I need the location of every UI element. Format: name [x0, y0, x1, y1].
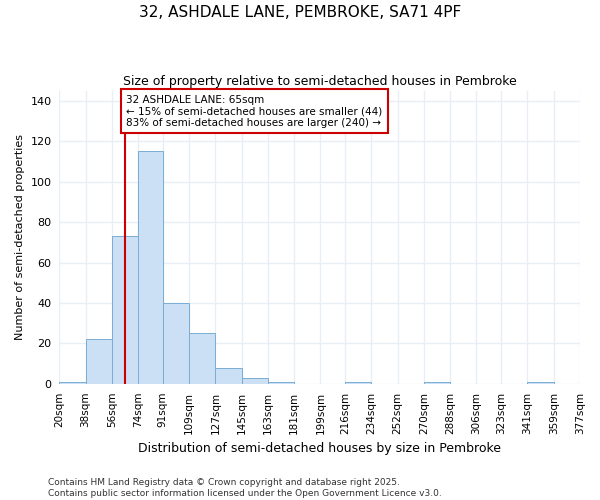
Text: 32 ASHDALE LANE: 65sqm
← 15% of semi-detached houses are smaller (44)
83% of sem: 32 ASHDALE LANE: 65sqm ← 15% of semi-det… [127, 94, 383, 128]
Bar [268, 382, 294, 384]
Bar [59, 382, 86, 384]
Bar [345, 382, 371, 384]
Bar [163, 303, 189, 384]
Y-axis label: Number of semi-detached properties: Number of semi-detached properties [15, 134, 25, 340]
Text: 32, ASHDALE LANE, PEMBROKE, SA71 4PF: 32, ASHDALE LANE, PEMBROKE, SA71 4PF [139, 5, 461, 20]
Bar [527, 382, 554, 384]
Bar [424, 382, 450, 384]
Bar [189, 334, 215, 384]
Bar [138, 151, 163, 384]
Bar [112, 236, 138, 384]
X-axis label: Distribution of semi-detached houses by size in Pembroke: Distribution of semi-detached houses by … [138, 442, 501, 455]
Bar [86, 340, 112, 384]
Bar [242, 378, 268, 384]
Title: Size of property relative to semi-detached houses in Pembroke: Size of property relative to semi-detach… [123, 75, 517, 88]
Bar [215, 368, 242, 384]
Text: Contains HM Land Registry data © Crown copyright and database right 2025.
Contai: Contains HM Land Registry data © Crown c… [48, 478, 442, 498]
